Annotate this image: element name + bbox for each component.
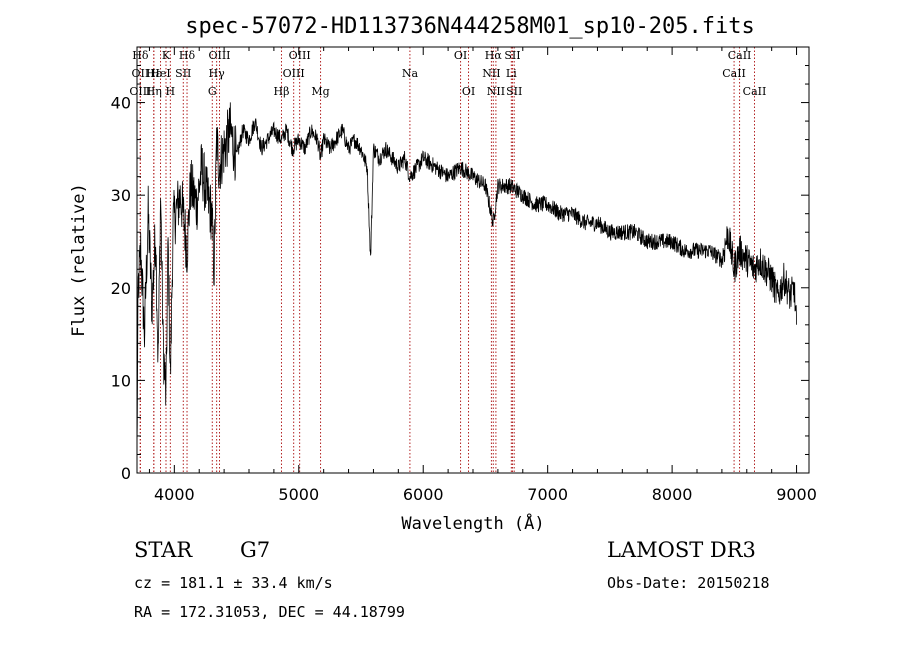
line-label-20: Hα xyxy=(485,49,503,62)
y-axis-label: Flux (relative) xyxy=(69,183,89,337)
y-axis: 0 10 20 30 40 xyxy=(111,65,809,483)
y-tick-label-0: 0 xyxy=(121,464,131,483)
line-label-16: Mg xyxy=(311,85,329,98)
y-tick-label-1: 10 xyxy=(111,371,131,390)
x-tick-label-0: 4000 xyxy=(154,485,195,504)
line-label-19: OI xyxy=(462,85,475,98)
line-label-11: Hγ xyxy=(209,67,226,80)
line-label-1: OII xyxy=(132,67,150,80)
line-label-4: Hη xyxy=(146,85,162,98)
line-label-9: Hδ xyxy=(179,49,196,62)
y-tick-label-4: 40 xyxy=(111,94,131,113)
x-tick-label-1: 5000 xyxy=(278,485,319,504)
line-label-22: NII xyxy=(487,85,505,98)
line-label-28: CaII xyxy=(743,85,767,98)
line-label-10: OIII xyxy=(208,49,230,62)
spectral-line-labels: Hδ OII OIII Hε Hη K HeI H SII Hδ OIII Hγ G Hβ OIII OIII… xyxy=(129,49,766,98)
plot-frame xyxy=(136,46,810,474)
line-label-6: HeI xyxy=(150,67,170,80)
line-label-8: SII xyxy=(175,67,191,80)
line-label-24: Li xyxy=(506,67,517,80)
line-label-13: Hβ xyxy=(274,85,290,98)
x-tick-label-3: 7000 xyxy=(527,485,568,504)
line-label-27: CaII xyxy=(728,49,752,62)
x-tick-label-5: 9000 xyxy=(776,485,817,504)
spectrum-line xyxy=(136,102,797,446)
redshift-velocity: cz = 181.1 ± 33.4 km/s xyxy=(134,574,333,592)
x-tick-label-4: 8000 xyxy=(652,485,693,504)
subclass: G7 xyxy=(240,538,271,562)
x-axis: 4000 5000 6000 7000 8000 9000 xyxy=(148,47,817,504)
line-label-18: OI xyxy=(454,49,467,62)
line-label-23: SII xyxy=(504,49,520,62)
line-label-15: OIII xyxy=(283,67,305,80)
line-label-26: CaII xyxy=(722,67,746,80)
object-class: STAR xyxy=(134,538,193,562)
line-label-5: K xyxy=(162,49,171,62)
coordinates: RA = 172.31053, DEC = 44.18799 xyxy=(134,603,405,621)
line-label-3: Hε xyxy=(146,67,162,80)
line-label-25: SII xyxy=(506,85,522,98)
line-label-21: NII xyxy=(482,67,500,80)
line-label-17: Na xyxy=(402,67,419,80)
survey-name: LAMOST DR3 xyxy=(607,538,756,562)
line-label-12: G xyxy=(208,85,217,98)
y-tick-label-2: 20 xyxy=(111,279,131,298)
line-label-7: H xyxy=(166,85,176,98)
chart-title: spec-57072-HD113736N444258M01_sp10-205.f… xyxy=(185,14,755,39)
observation-date: Obs-Date: 20150218 xyxy=(607,574,770,592)
y-tick-label-3: 30 xyxy=(111,186,131,205)
line-label-0: Hδ xyxy=(132,49,149,62)
line-label-14: OIII xyxy=(289,49,311,62)
x-tick-label-2: 6000 xyxy=(403,485,444,504)
spectrum-series xyxy=(136,102,797,446)
spectral-line-markers xyxy=(139,47,755,473)
x-axis-label: Wavelength (Å) xyxy=(401,512,544,534)
line-label-2: OIII xyxy=(129,85,151,98)
